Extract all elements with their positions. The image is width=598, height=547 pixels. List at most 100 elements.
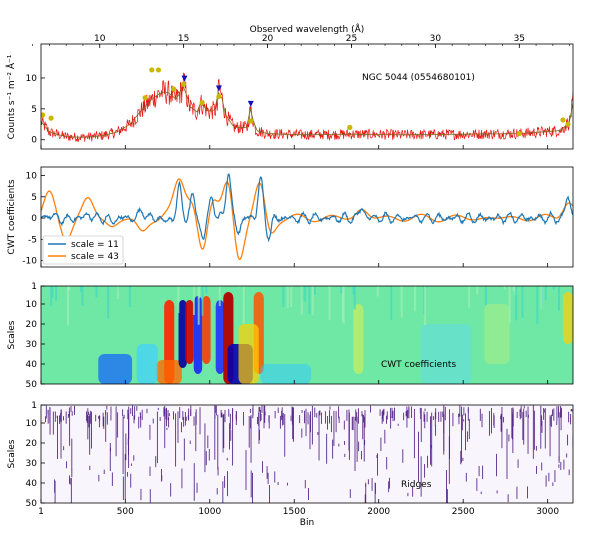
spectrum-axes: 10 15 20 25 30 35 0 5 10 <box>26 34 570 149</box>
y-tick-label: -10 <box>22 257 37 267</box>
line-marker-dot-11 <box>516 130 522 137</box>
heatmap-streak-1 <box>552 286 555 291</box>
heatmap-blob-10 <box>238 324 259 384</box>
line-marker-dot-7 <box>199 100 205 106</box>
heatmap-streak-53 <box>521 286 524 318</box>
heatmap-streak-4 <box>107 286 110 319</box>
x-tick-label: 1000 <box>198 507 221 517</box>
heatmap-streak-58 <box>503 286 506 290</box>
heatmap-streak-41 <box>342 286 345 324</box>
cwt-legend: scale = 11 scale = 43 <box>42 235 124 265</box>
heatmap-blob-16 <box>420 324 472 384</box>
y-tick-label: 30 <box>26 459 38 469</box>
heatmap-streak-42 <box>476 286 479 295</box>
heatmap-streak-26 <box>286 286 289 309</box>
heatmap-blob-11 <box>98 354 133 384</box>
heatmap-streak-27 <box>205 286 208 294</box>
heatmap-streak-11 <box>425 286 428 288</box>
heatmap-streak-9 <box>400 286 403 318</box>
heatmap-streak-3 <box>308 286 311 315</box>
y-tick-label: 40 <box>26 360 38 370</box>
heatmap-blob-15 <box>260 364 312 384</box>
heatmap-streak-30 <box>353 286 356 310</box>
x-tick-label: 500 <box>117 507 134 517</box>
heatmap-streak-23 <box>79 286 82 293</box>
y-tick-label: 1 <box>31 282 37 292</box>
heatmap-streak-55 <box>515 286 518 321</box>
heatmap-streak-22 <box>128 286 131 308</box>
heatmap-streak-39 <box>328 286 331 321</box>
y-tick-label: 20 <box>26 320 38 330</box>
heatmap-streak-15 <box>238 286 241 288</box>
heatmap-streak-32 <box>198 286 201 299</box>
top-tick-label: 20 <box>262 34 274 44</box>
heatmap-streak-21 <box>300 286 303 315</box>
top-axis-label: Observed wavelength (Å) <box>250 23 365 35</box>
heatmap-streak-49 <box>117 286 120 300</box>
ridges-plot-area <box>41 405 573 503</box>
y-tick-label: 5 <box>31 193 37 203</box>
model-line <box>41 84 573 138</box>
heatmap-streak-46 <box>67 286 70 291</box>
y-tick-label: -5 <box>28 235 37 245</box>
scalogram-frame <box>40 285 574 385</box>
ridges-ylabel: Scales <box>7 439 17 468</box>
line-marker-dot-4 <box>155 67 162 73</box>
heatmap-streak-34 <box>201 286 204 316</box>
heatmap-streak-36 <box>424 286 427 326</box>
heatmap-streak-0 <box>197 286 200 325</box>
x-tick-label: 3000 <box>536 507 559 517</box>
heatmap-blob-4 <box>193 296 203 374</box>
y-tick-label: 20 <box>26 439 38 449</box>
heatmap-blob-6 <box>215 300 225 374</box>
heatmap-streak-29 <box>81 286 84 306</box>
spectrum-ylabel: Counts s⁻¹ m⁻² Å⁻¹ <box>5 54 17 139</box>
line-marker-triangle-2 <box>247 100 254 107</box>
line-marker-dot-13 <box>565 121 571 127</box>
heatmap-streak-19 <box>67 286 70 326</box>
y-tick-label: 10 <box>26 419 38 429</box>
series-scale-11-line <box>41 173 573 243</box>
y-tick-label: 50 <box>26 380 38 390</box>
line-marker-dot-12 <box>560 117 566 123</box>
line-marker-dot-1 <box>48 115 54 121</box>
heatmap-streak-59 <box>218 286 221 307</box>
spectrum-panel: 10 15 20 25 30 35 0 5 10 Observed wavelength (Å)… <box>5 23 574 150</box>
scalogram-annotation: CWT coefficients <box>381 360 456 370</box>
cwt-plot-area <box>41 173 573 261</box>
y-tick-label: 10 <box>26 74 38 84</box>
y-tick-label: 0 <box>31 214 37 224</box>
spectrum-line <box>41 72 573 142</box>
top-tick-label: 25 <box>346 34 357 44</box>
ridges-background <box>41 405 573 503</box>
heatmap-streak-54 <box>95 286 98 298</box>
cwt-frame <box>40 166 574 268</box>
y-tick-label: 30 <box>26 340 38 350</box>
line-marker-dot-8 <box>216 93 222 100</box>
spectrum-annotation: NGC 5044 (0554680101) <box>362 73 475 83</box>
scalogram-plot-area <box>41 286 573 384</box>
heatmap-streak-33 <box>536 286 539 324</box>
y-tick-label: 50 <box>26 499 38 509</box>
heatmap-streak-35 <box>242 286 245 324</box>
heatmap-blob-5 <box>202 296 211 364</box>
heatmap-blob-14 <box>562 292 573 344</box>
y-tick-label: 10 <box>26 172 38 182</box>
line-marker-triangle-1 <box>215 85 222 92</box>
top-tick-label: 15 <box>178 34 189 44</box>
heatmap-streak-47 <box>468 286 471 308</box>
top-tick-label: 35 <box>514 34 525 44</box>
heatmap-blob-13 <box>353 304 364 374</box>
scalogram-ylabel: Scales <box>7 320 17 349</box>
heatmap-streak-56 <box>508 286 511 323</box>
heatmap-streak-5 <box>557 286 560 311</box>
heatmap-blob-3 <box>185 300 194 364</box>
heatmap-streak-51 <box>484 286 487 305</box>
heatmap-streak-52 <box>352 286 355 296</box>
heatmap-streak-20 <box>55 286 58 301</box>
heatmap-streak-50 <box>414 286 417 312</box>
scalogram-panel: 1 10 20 30 40 50 Scales CWT coefficients <box>7 282 574 390</box>
x-tick-label: 1 <box>38 507 44 517</box>
cwt-panel: -10 -5 0 5 10 CWT coefficients scale = 11 sc… <box>7 166 574 268</box>
spectrum-frame <box>40 43 574 150</box>
